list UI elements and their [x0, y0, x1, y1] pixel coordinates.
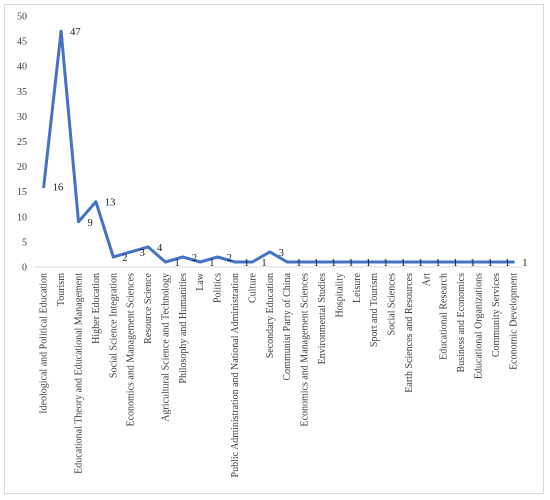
x-tick-label-7: Agricultural Science and Technology	[160, 273, 171, 422]
y-tick-label-7: 35	[17, 87, 27, 98]
x-tick-label-26: Community Services	[491, 273, 502, 357]
data-label-9: 1	[209, 258, 214, 269]
y-tick-label-2: 10	[17, 212, 27, 223]
data-label-12: 1	[261, 258, 266, 269]
y-tick-label-6: 30	[17, 112, 27, 123]
x-tick-label-20: Social Sciences	[387, 273, 398, 336]
x-tick-label-9: Law	[195, 272, 206, 291]
y-tick-label-9: 45	[17, 37, 27, 48]
data-label-17: 1	[348, 258, 353, 269]
x-tick-label-17: Hospitality	[334, 273, 345, 317]
data-label-6: 4	[157, 243, 163, 254]
data-label-4: 2	[122, 253, 127, 264]
data-label-24: 1	[470, 258, 475, 269]
x-tick-label-14: Communist Party of China	[282, 272, 293, 380]
x-tick-label-12: Culture	[247, 272, 258, 303]
x-tick-label-21: Earth Sciences and Resources	[404, 273, 415, 393]
chart-frame	[4, 4, 544, 494]
x-tick-label-13: Secondary Education	[265, 273, 276, 358]
x-tick-label-27: Economic Development	[508, 273, 519, 370]
x-tick-label-11: Public Administration and National Admin…	[230, 273, 241, 477]
y-tick-label-10: 50	[17, 12, 27, 23]
x-tick-label-3: Higher Education	[91, 273, 102, 344]
x-tick-label-25: Educational Organizations	[474, 273, 485, 379]
data-label-20: 1	[401, 258, 406, 269]
data-label-22: 1	[435, 258, 440, 269]
data-label-25: 1	[488, 258, 493, 269]
data-label-27: 1	[522, 258, 527, 269]
x-tick-label-5: Economics and Management Sciences	[126, 273, 137, 427]
x-tick-label-15: Economics and Management Sciences	[300, 273, 311, 427]
data-label-13: 3	[279, 248, 284, 259]
data-label-0: 16	[53, 183, 64, 194]
x-tick-label-19: Sport and Tourism	[369, 273, 380, 347]
data-label-26: 1	[505, 258, 510, 269]
x-tick-label-22: Art	[421, 273, 432, 287]
x-tick-label-8: Philosophy and Humanities	[178, 273, 189, 384]
data-label-16: 1	[331, 258, 336, 269]
y-axis-ticks: 0 5 10 15 20 25 30 35 40 45 50	[17, 12, 27, 274]
y-tick-label-3: 15	[17, 187, 27, 198]
y-tick-label-4: 20	[17, 162, 27, 173]
x-tick-label-6: Resource Science	[143, 272, 154, 343]
data-label-10: 2	[227, 253, 232, 264]
data-label-11: 1	[244, 258, 249, 269]
y-tick-label-5: 25	[17, 137, 27, 148]
data-label-18: 1	[366, 258, 371, 269]
data-label-23: 1	[453, 258, 458, 269]
data-label-1: 47	[70, 27, 81, 38]
y-tick-label-8: 40	[17, 62, 27, 73]
y-tick-label-1: 5	[22, 237, 27, 248]
data-label-15: 1	[314, 258, 319, 269]
x-tick-label-16: Environmental Studies	[317, 273, 328, 364]
x-tick-label-18: Leisure	[352, 272, 363, 303]
data-label-7: 1	[174, 258, 179, 269]
data-label-8: 2	[192, 253, 197, 264]
x-tick-label-1: Tourism	[56, 273, 67, 306]
x-tick-label-10: Politics	[213, 273, 224, 303]
x-tick-label-2: Educational Theory and Educational Manag…	[73, 273, 84, 474]
data-label-19: 1	[383, 258, 388, 269]
series-line	[42, 29, 515, 264]
x-tick-label-23: Educational Research	[439, 273, 450, 360]
data-label-5: 3	[140, 248, 145, 259]
data-label-14: 1	[296, 258, 301, 269]
data-label-21: 1	[418, 258, 423, 269]
x-tick-label-0: Ideological and Political Education	[39, 273, 50, 414]
data-label-3: 13	[105, 198, 116, 209]
data-label-2: 9	[87, 218, 92, 229]
x-axis-ticks: Ideological and Political Education Touri…	[39, 272, 520, 477]
x-tick-label-4: Social Science Integration	[108, 273, 119, 378]
y-tick-label-0: 0	[22, 263, 27, 274]
x-tick-label-24: Business and Economics	[456, 273, 467, 373]
